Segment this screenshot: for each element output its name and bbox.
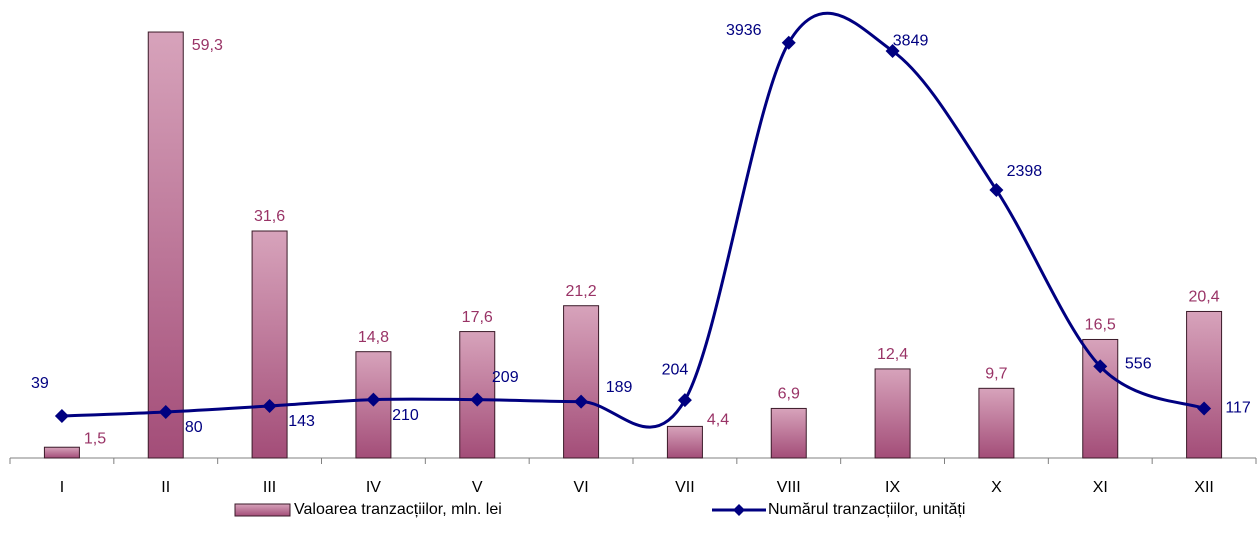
bar-value-label: 31,6 bbox=[254, 208, 285, 225]
x-tick-label: V bbox=[472, 479, 483, 496]
x-tick-label: III bbox=[263, 479, 276, 496]
x-tick-label: XI bbox=[1093, 479, 1108, 496]
line-value-label: 209 bbox=[492, 369, 519, 386]
line-value-label: 210 bbox=[392, 407, 419, 424]
line-marker bbox=[781, 35, 796, 50]
bar bbox=[874, 368, 911, 459]
line-marker bbox=[677, 393, 692, 408]
x-tick-label: I bbox=[60, 479, 64, 496]
x-tick-label: IV bbox=[366, 479, 381, 496]
line-value-label: 556 bbox=[1125, 356, 1152, 373]
line-value-label: 3849 bbox=[893, 32, 929, 49]
line-marker bbox=[989, 183, 1004, 198]
x-tick-label: X bbox=[991, 479, 1002, 496]
bar-value-label: 4,4 bbox=[707, 412, 729, 429]
x-tick-label: VII bbox=[675, 479, 695, 496]
line-marker bbox=[470, 392, 485, 407]
bar-value-label: 20,4 bbox=[1189, 289, 1220, 306]
line bbox=[61, 11, 1205, 429]
bar bbox=[43, 446, 80, 459]
legend-label: Valoarea tranzacțiilor, mln. lei bbox=[294, 501, 502, 518]
bar bbox=[563, 305, 600, 459]
line-marker bbox=[366, 392, 381, 407]
line-marker bbox=[1197, 401, 1212, 416]
line-value-label: 117 bbox=[1225, 400, 1251, 417]
bar-value-label: 17,6 bbox=[462, 309, 493, 326]
bar bbox=[1082, 338, 1119, 459]
bar-value-label: 9,7 bbox=[985, 366, 1007, 383]
line-marker bbox=[1093, 359, 1108, 374]
bar bbox=[978, 387, 1015, 459]
bar-value-label: 14,8 bbox=[358, 329, 389, 346]
bar bbox=[251, 230, 288, 459]
line-value-label: 3936 bbox=[726, 22, 762, 39]
x-tick-label: II bbox=[161, 479, 170, 496]
bar-value-label: 21,2 bbox=[566, 283, 597, 300]
line-value-label: 39 bbox=[31, 375, 49, 392]
bar-value-label: 59,3 bbox=[192, 37, 223, 54]
bar bbox=[147, 31, 184, 459]
line-marker bbox=[885, 44, 900, 59]
x-tick-label: VIII bbox=[777, 479, 801, 496]
line-marker bbox=[158, 405, 173, 420]
line-marker bbox=[54, 408, 69, 423]
x-tick-label: VI bbox=[574, 479, 589, 496]
bar bbox=[666, 425, 703, 459]
legend-label: Numărul tranzacțiilor, unități bbox=[768, 501, 965, 518]
line-value-label: 189 bbox=[606, 379, 633, 396]
x-tick-label: XII bbox=[1194, 479, 1214, 496]
line-value-label: 204 bbox=[662, 361, 689, 378]
bar-value-label: 1,5 bbox=[84, 430, 106, 447]
bar-value-label: 12,4 bbox=[877, 346, 908, 363]
bar-value-label: 6,9 bbox=[778, 386, 800, 403]
line-marker bbox=[262, 398, 277, 413]
x-tick-label: IX bbox=[885, 479, 900, 496]
legend-swatch bbox=[234, 503, 291, 517]
line-marker bbox=[574, 394, 589, 409]
bar bbox=[1186, 310, 1223, 459]
line-value-label: 80 bbox=[185, 419, 203, 436]
bar bbox=[770, 407, 807, 459]
legend-marker bbox=[733, 504, 745, 516]
line-value-label: 2398 bbox=[1007, 163, 1043, 180]
bar-value-label: 16,5 bbox=[1085, 317, 1116, 334]
line-value-label: 143 bbox=[288, 413, 315, 430]
